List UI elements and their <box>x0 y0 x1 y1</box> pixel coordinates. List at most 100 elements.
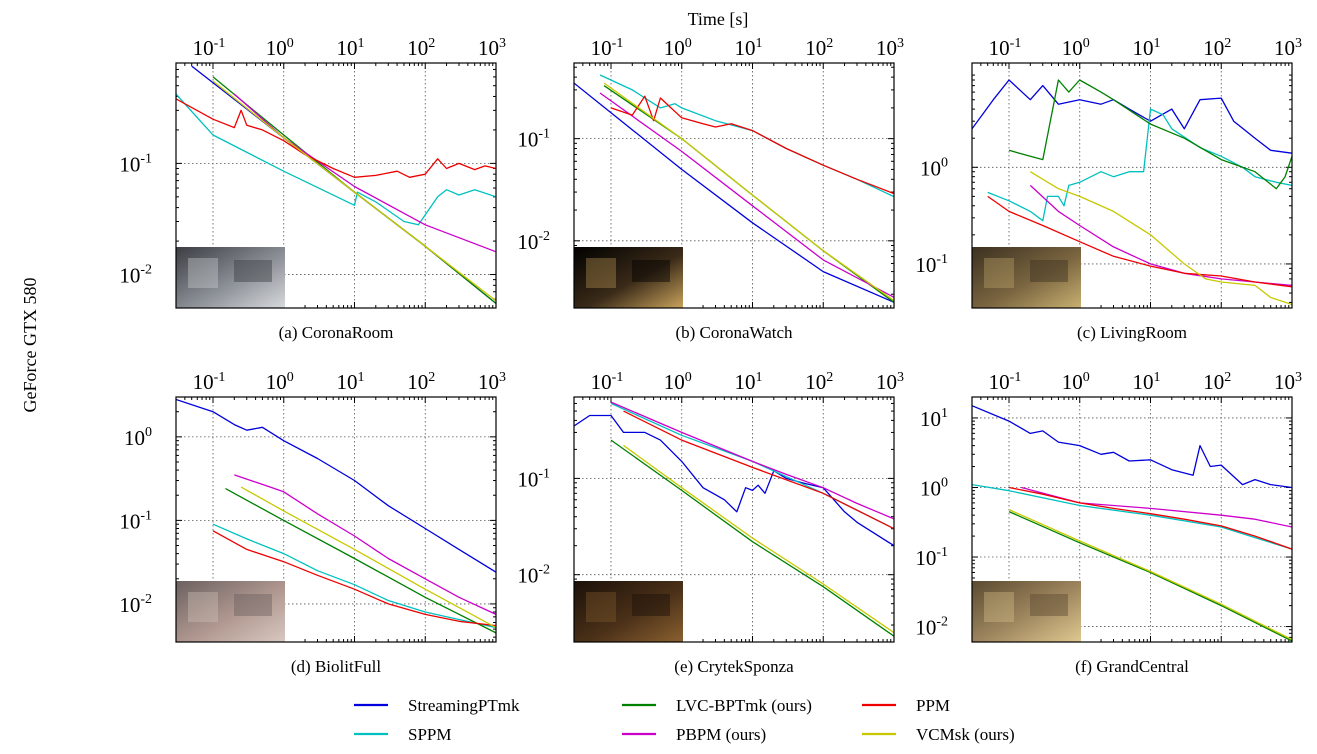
chart-panel-3: 10-1 100 101 102 103 100 10-1 (c) LivingRoom <box>915 36 1302 342</box>
y-tick-label: 101 <box>920 406 948 431</box>
series-line-sppm <box>972 483 1292 550</box>
series-line-ppm <box>212 530 496 627</box>
x-tick-label: 101 <box>336 36 364 60</box>
y-tick-label: 100 <box>124 425 152 450</box>
plot-frame <box>573 62 895 309</box>
panel-caption: (c) LivingRoom <box>1077 323 1187 342</box>
panel-caption: (e) CrytekSponza <box>674 657 794 676</box>
plot-frame <box>971 396 1293 643</box>
series-line-streamingptmk <box>972 405 1292 489</box>
series-line-streamingptmk <box>574 414 894 547</box>
panel-caption: (b) CoronaWatch <box>675 323 793 342</box>
series-line-vcmsk-ours <box>603 82 894 302</box>
scene-thumbnail <box>972 247 1081 308</box>
series-line-ppm <box>610 95 894 195</box>
x-tick-label: 100 <box>266 36 294 60</box>
series-line-ppm <box>623 410 894 530</box>
legend-item: PBPM (ours) <box>622 725 766 744</box>
x-tick-label: 102 <box>407 36 435 60</box>
y-tick-label: 10-1 <box>915 545 948 570</box>
series-line-vcmsk-ours <box>240 486 496 629</box>
legend-label: PBPM (ours) <box>676 725 766 744</box>
series-line-streamingptmk <box>972 79 1292 154</box>
x-tick-label: 10-1 <box>989 370 1022 394</box>
plot-frame <box>175 62 497 309</box>
chart-panel-6: 10-1 100 101 102 103 101 100 10-1 10-2 (f) GrandC… <box>915 370 1302 676</box>
panel-caption: (a) CoronaRoom <box>279 323 394 342</box>
series-line-streamingptmk <box>176 398 496 573</box>
legend-label: SPPM <box>408 725 451 744</box>
series-line-sppm <box>987 108 1292 222</box>
series-line-vcmsk-ours <box>1029 171 1292 306</box>
chart-panel-1: 10-1 100 101 102 103 10-1 10-2 (a) CoronaRoom <box>119 36 506 342</box>
x-tick-label: 103 <box>876 370 904 394</box>
series-line-ppm <box>987 195 1292 288</box>
x-tick-label: 101 <box>1132 36 1160 60</box>
series-line-sppm <box>599 74 894 198</box>
y-tick-label: 10-1 <box>119 151 152 176</box>
legend-item: StreamingPTmk <box>354 696 520 715</box>
plot-frame <box>573 396 895 643</box>
x-tick-label: 101 <box>1132 370 1160 394</box>
series-line-vcmsk-ours <box>212 80 496 302</box>
series-line-pbpm-ours <box>234 474 496 615</box>
x-tick-label: 10-1 <box>193 370 226 394</box>
panel-caption: (f) GrandCentral <box>1075 657 1189 676</box>
x-tick-label: 103 <box>1274 370 1302 394</box>
y-tick-label: 10-2 <box>915 615 948 640</box>
series-line-sppm <box>212 523 496 629</box>
y-tick-label: 10-2 <box>119 263 152 288</box>
x-tick-label: 10-1 <box>591 370 624 394</box>
chart-panels: 10-1 100 101 102 103 10-1 10-2 (a) CoronaRoom 10… <box>119 36 1302 676</box>
series-line-pbpm-ours <box>1021 486 1292 528</box>
chart-panel-4: 10-1 100 101 102 103 100 10-1 10-2 (d) BiolitFul… <box>119 370 506 676</box>
scene-thumbnail <box>176 247 285 308</box>
x-tick-label: 101 <box>336 370 364 394</box>
series-line-vcmsk-ours <box>623 444 894 634</box>
x-tick-label: 100 <box>664 36 692 60</box>
series-line-vcmsk-ours <box>1008 509 1292 641</box>
x-tick-label: 103 <box>1274 36 1302 60</box>
legend-label: PPM <box>916 696 950 715</box>
series-line-lvc-bptmk-ours <box>225 488 496 634</box>
x-tick-label: 100 <box>1062 370 1090 394</box>
scene-thumbnail <box>972 581 1081 642</box>
y-tick-label: 10-2 <box>119 592 152 617</box>
legend-label: VCMsk (ours) <box>916 725 1015 744</box>
series-line-pbpm-ours <box>1029 184 1292 287</box>
y-tick-label: 10-2 <box>517 563 550 588</box>
x-tick-label: 10-1 <box>989 36 1022 60</box>
plot-frame <box>175 396 497 643</box>
series-line-sppm <box>176 93 496 226</box>
x-tick-label: 10-1 <box>591 36 624 60</box>
legend-item: VCMsk (ours) <box>862 725 1015 744</box>
x-tick-label: 103 <box>876 36 904 60</box>
chart-panel-5: 10-1 100 101 102 103 10-1 10-2 (e) CrytekSponza <box>517 370 904 676</box>
x-tick-label: 102 <box>407 370 435 394</box>
y-tick-label: 10-1 <box>517 127 550 152</box>
x-tick-label: 10-1 <box>193 36 226 60</box>
y-tick-label: 10-2 <box>517 229 550 254</box>
y-tick-label: 10-1 <box>915 252 948 277</box>
x-tick-label: 102 <box>805 370 833 394</box>
legend-label: StreamingPTmk <box>408 696 520 715</box>
y-tick-label: 100 <box>920 155 948 180</box>
series-line-lvc-bptmk-ours <box>1008 79 1292 190</box>
series-line-ppm <box>176 98 496 178</box>
row-label: GeForce GTX 580 <box>20 278 40 413</box>
top-axis-title: Time [s] <box>688 9 749 29</box>
x-tick-label: 102 <box>1203 370 1231 394</box>
x-tick-label: 101 <box>734 370 762 394</box>
legend-item: LVC-BPTmk (ours) <box>622 696 812 715</box>
plot-frame <box>971 62 1293 309</box>
scene-thumbnail <box>574 247 683 308</box>
y-tick-label: 10-1 <box>517 466 550 491</box>
x-tick-label: 102 <box>805 36 833 60</box>
legend-item: SPPM <box>354 725 451 744</box>
chart-panel-2: 10-1 100 101 102 103 10-1 10-2 (b) CoronaWatch <box>517 36 904 342</box>
scene-thumbnail <box>574 581 683 642</box>
x-tick-label: 103 <box>478 370 506 394</box>
legend: StreamingPTmk SPPM LVC-BPTmk (ours) PBPM (o… <box>354 696 1015 744</box>
scene-thumbnail <box>176 581 285 642</box>
